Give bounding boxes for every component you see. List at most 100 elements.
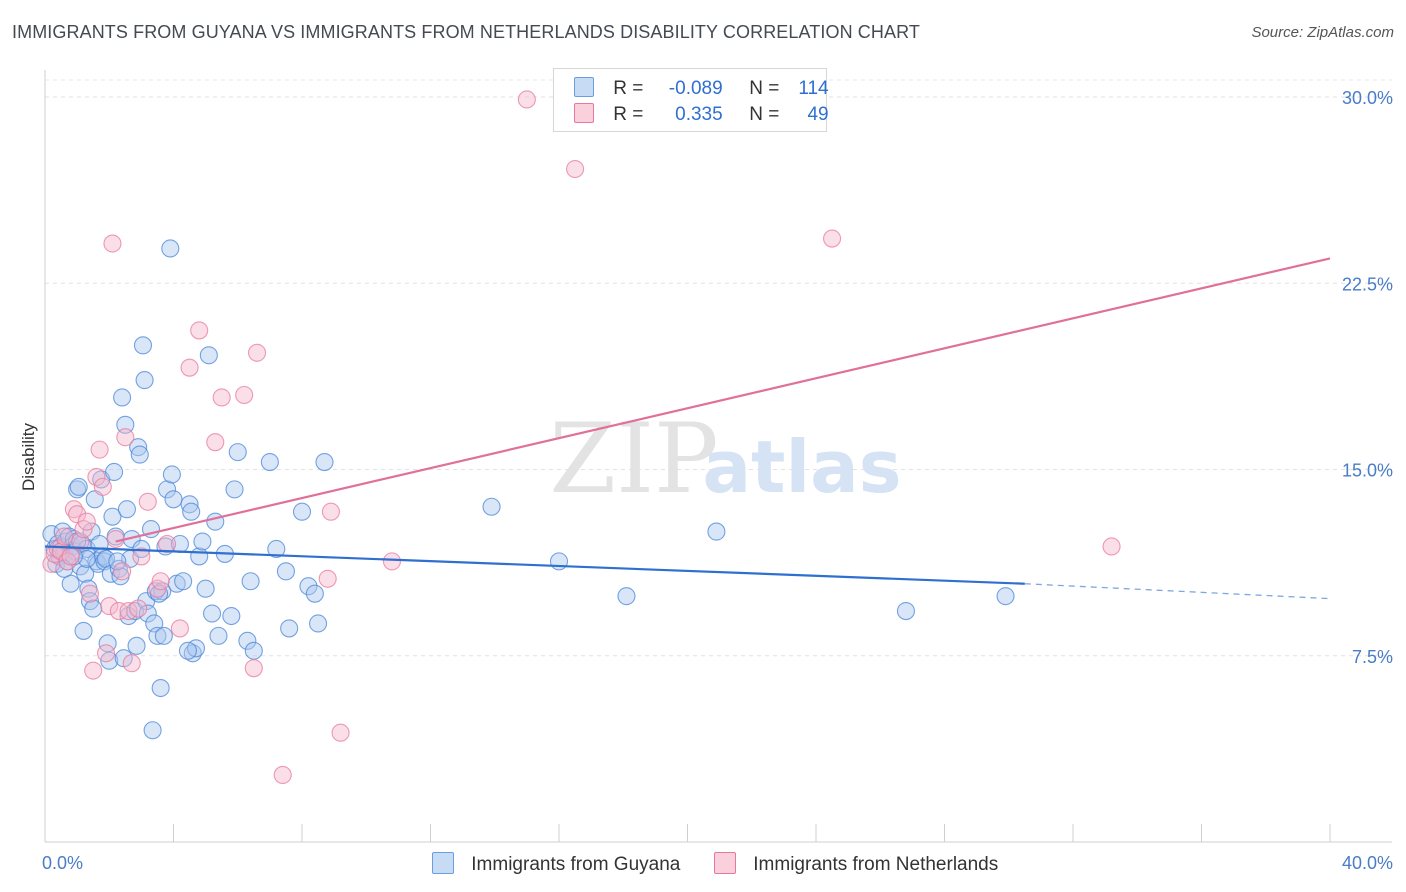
point-netherlands[interactable] <box>129 599 148 618</box>
point-guyana[interactable] <box>130 445 149 464</box>
point-netherlands[interactable] <box>109 601 128 621</box>
point-netherlands[interactable] <box>77 512 96 531</box>
point-guyana[interactable] <box>238 631 257 650</box>
point-netherlands[interactable] <box>122 654 141 673</box>
point-netherlands[interactable] <box>170 619 189 638</box>
point-netherlands[interactable] <box>87 467 106 487</box>
point-guyana[interactable] <box>151 678 170 698</box>
point-guyana[interactable] <box>190 547 209 566</box>
point-guyana[interactable] <box>482 497 501 516</box>
point-guyana[interactable] <box>222 606 241 626</box>
point-guyana[interactable] <box>267 539 286 559</box>
point-guyana[interactable] <box>108 552 127 571</box>
point-netherlands[interactable] <box>206 433 225 452</box>
point-guyana[interactable] <box>138 604 157 623</box>
point-guyana[interactable] <box>161 239 180 258</box>
point-guyana[interactable] <box>116 415 135 434</box>
point-netherlands[interactable] <box>68 505 87 524</box>
point-guyana[interactable] <box>178 641 198 660</box>
point-netherlands[interactable] <box>132 547 151 566</box>
point-guyana[interactable] <box>180 495 199 514</box>
point-netherlands[interactable] <box>84 661 103 680</box>
point-guyana[interactable] <box>162 465 181 484</box>
point-netherlands[interactable] <box>566 159 585 179</box>
point-netherlands[interactable] <box>321 502 340 521</box>
series-legend-netherlands[interactable]: Immigrants from Netherlands <box>714 852 998 876</box>
point-guyana[interactable] <box>74 621 93 640</box>
point-netherlands[interactable] <box>100 597 119 616</box>
point-guyana[interactable] <box>143 721 162 740</box>
point-guyana[interactable] <box>617 587 636 606</box>
point-netherlands[interactable] <box>235 385 254 405</box>
point-guyana[interactable] <box>61 574 80 593</box>
point-guyana[interactable] <box>292 502 312 521</box>
point-guyana[interactable] <box>280 619 299 638</box>
point-guyana[interactable] <box>148 626 167 645</box>
point-guyana[interactable] <box>117 500 136 519</box>
point-guyana[interactable] <box>103 507 122 526</box>
point-netherlands[interactable] <box>113 562 132 581</box>
point-netherlands[interactable] <box>90 440 109 459</box>
point-netherlands[interactable] <box>247 343 267 362</box>
point-guyana[interactable] <box>209 626 228 645</box>
point-guyana[interactable] <box>182 502 201 521</box>
point-guyana[interactable] <box>129 438 148 457</box>
point-guyana[interactable] <box>76 564 95 583</box>
point-netherlands[interactable] <box>103 234 122 253</box>
point-guyana[interactable] <box>276 562 295 581</box>
y-tick-label: 7.5% <box>1352 647 1393 667</box>
point-netherlands[interactable] <box>273 765 292 785</box>
point-guyana[interactable] <box>228 443 247 462</box>
point-guyana[interactable] <box>84 599 103 618</box>
point-netherlands[interactable] <box>244 659 263 678</box>
point-netherlands[interactable] <box>93 477 112 496</box>
point-guyana[interactable] <box>113 388 132 407</box>
point-guyana[interactable] <box>199 346 218 365</box>
point-guyana[interactable] <box>299 577 318 596</box>
point-guyana[interactable] <box>203 604 222 623</box>
point-guyana[interactable] <box>241 572 260 591</box>
point-netherlands[interactable] <box>318 569 337 588</box>
point-netherlands[interactable] <box>212 388 231 407</box>
point-guyana[interactable] <box>135 371 154 390</box>
point-guyana[interactable] <box>309 614 328 633</box>
point-netherlands[interactable] <box>42 554 61 573</box>
point-netherlands[interactable] <box>190 321 209 340</box>
point-netherlands[interactable] <box>180 358 199 377</box>
point-guyana[interactable] <box>305 584 324 603</box>
point-guyana[interactable] <box>164 490 183 509</box>
point-guyana[interactable] <box>133 336 153 355</box>
point-netherlands[interactable] <box>96 644 116 663</box>
point-guyana[interactable] <box>196 579 215 598</box>
point-netherlands[interactable] <box>331 723 350 742</box>
point-guyana[interactable] <box>174 572 193 591</box>
point-guyana[interactable] <box>105 462 124 482</box>
point-guyana[interactable] <box>183 644 202 663</box>
point-netherlands[interactable] <box>823 229 842 248</box>
point-netherlands[interactable] <box>58 552 77 571</box>
point-netherlands[interactable] <box>151 572 170 591</box>
point-netherlands[interactable] <box>61 547 80 566</box>
point-netherlands[interactable] <box>116 428 135 447</box>
point-guyana[interactable] <box>127 636 146 655</box>
point-netherlands[interactable] <box>64 500 83 519</box>
series-legend-guyana[interactable]: Immigrants from Guyana <box>432 852 680 876</box>
point-guyana[interactable] <box>244 641 263 660</box>
point-guyana[interactable] <box>896 601 916 621</box>
point-netherlands[interactable] <box>138 492 157 511</box>
point-netherlands[interactable] <box>517 90 536 109</box>
point-netherlands[interactable] <box>1102 537 1121 556</box>
point-guyana[interactable] <box>193 532 212 551</box>
point-guyana[interactable] <box>707 522 726 541</box>
point-guyana[interactable] <box>206 512 225 531</box>
point-guyana[interactable] <box>315 452 334 472</box>
point-netherlands[interactable] <box>80 584 100 603</box>
point-guyana[interactable] <box>996 587 1015 606</box>
point-guyana[interactable] <box>69 477 88 496</box>
point-guyana[interactable] <box>154 626 173 645</box>
point-guyana[interactable] <box>260 452 279 472</box>
point-guyana[interactable] <box>225 480 244 499</box>
point-netherlands[interactable] <box>158 534 177 554</box>
point-netherlands[interactable] <box>55 527 74 546</box>
point-netherlands[interactable] <box>382 552 402 571</box>
